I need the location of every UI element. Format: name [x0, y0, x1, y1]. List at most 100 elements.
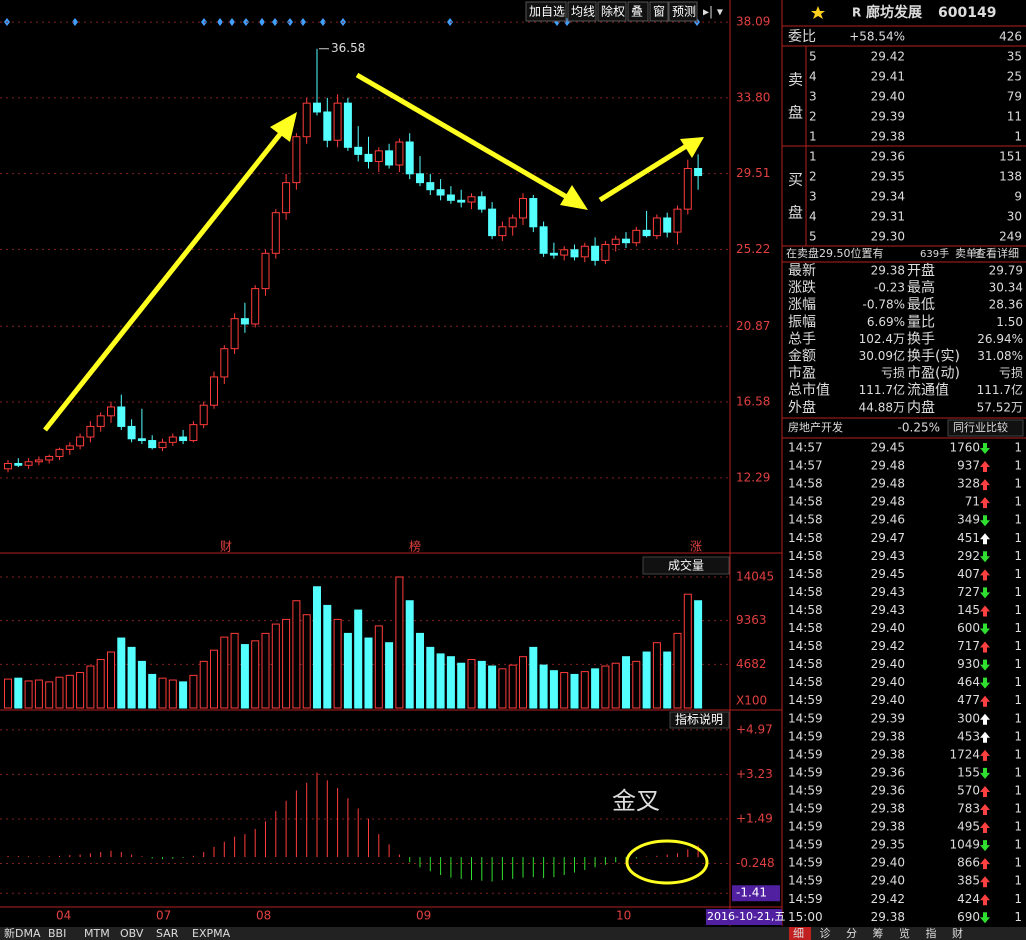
- toolbar-label[interactable]: 叠: [631, 5, 643, 19]
- stat-label: 开盘: [907, 262, 935, 279]
- prefix: R: [852, 6, 861, 20]
- volume-bar: [457, 662, 466, 709]
- indicator-tab[interactable]: OBV: [120, 927, 144, 940]
- compare-label[interactable]: 同行业比较: [953, 420, 1008, 434]
- indicator-tab[interactable]: SAR: [156, 927, 179, 940]
- tick-price: 29.38: [871, 729, 905, 743]
- indicator-tab[interactable]: EXPMA: [192, 927, 231, 940]
- volume-bar: [251, 640, 260, 709]
- favorite-star[interactable]: [811, 6, 825, 19]
- panel-tab[interactable]: 筹: [873, 926, 884, 940]
- tick-count: 1: [1014, 765, 1022, 779]
- volume-dropdown[interactable]: [642, 556, 730, 575]
- industry: 房地产开发: [788, 420, 843, 434]
- indicator-button-label[interactable]: 指标说明: [675, 712, 723, 727]
- level-volume: 249: [999, 230, 1022, 244]
- tick-volume: 155: [957, 765, 980, 779]
- tick-volume: 300: [957, 711, 980, 725]
- toolbar-label[interactable]: 均线: [571, 5, 595, 19]
- tick-volume: 71: [965, 495, 980, 509]
- volume-bar: [467, 659, 476, 709]
- toolbar-label[interactable]: 除权: [601, 4, 625, 19]
- volume-bar: [611, 662, 620, 709]
- panel-tab[interactable]: 指: [926, 926, 937, 940]
- volume-bar: [580, 671, 589, 709]
- panel-tab[interactable]: 财: [952, 926, 963, 940]
- candle-body: [107, 406, 115, 417]
- y-tick-label: +1.49: [736, 811, 773, 825]
- volume-bar: [292, 600, 301, 709]
- tick-arrow: [980, 605, 990, 617]
- tick-price: 29.48: [871, 495, 905, 509]
- candle-body: [395, 141, 404, 166]
- ratio-diff: 426: [999, 30, 1022, 44]
- stat-label: 最新: [788, 263, 816, 279]
- indicator-button[interactable]: [669, 711, 730, 729]
- volume-title[interactable]: 成交量: [668, 558, 704, 573]
- volume-bar: [642, 651, 651, 709]
- indicator-tab[interactable]: BBI: [48, 927, 66, 940]
- toolbar-label[interactable]: 窗: [653, 5, 665, 19]
- candle-body: [446, 194, 455, 201]
- indicator-tab[interactable]: 新DMA: [4, 926, 41, 940]
- y-tick-label: 33.80: [736, 90, 770, 104]
- tick-volume: 495: [957, 820, 980, 834]
- volume-bar: [343, 632, 352, 709]
- volume-bar: [107, 651, 115, 709]
- candle-body: [457, 199, 466, 203]
- tick-time: 14:59: [788, 838, 823, 852]
- toolbar-button[interactable]: [668, 1, 698, 22]
- volume-bar: [560, 672, 569, 709]
- tick-count: 1: [1014, 802, 1022, 816]
- volume-bar: [570, 673, 579, 709]
- volume-bar: [45, 681, 54, 709]
- indicator-tab[interactable]: MTM: [84, 927, 110, 940]
- candle-body: [642, 229, 651, 237]
- volume-bar: [24, 680, 33, 709]
- toolbar-button[interactable]: [649, 1, 669, 22]
- toolbar-menu[interactable]: ▸| ▾: [703, 5, 723, 19]
- compare-button[interactable]: [947, 419, 1024, 437]
- volume-bar: [374, 625, 383, 709]
- tick-arrow: [980, 587, 990, 599]
- volume-bar: [436, 653, 445, 709]
- volume-bar: [148, 673, 157, 709]
- candle-body: [539, 226, 548, 254]
- tick-count: 1: [1014, 477, 1022, 491]
- tick-count: 1: [1014, 856, 1022, 870]
- volume-bar: [189, 674, 198, 709]
- toolbar-button[interactable]: [627, 1, 649, 22]
- stat-label: 市盈(动): [907, 365, 960, 382]
- ratio-label: 委比: [788, 29, 816, 45]
- panel-tab[interactable]: 细: [793, 927, 804, 940]
- candle-body: [343, 102, 352, 148]
- y-tick-label: 38.09: [736, 15, 770, 29]
- stat-value: 57.52万: [977, 400, 1023, 414]
- stat-value: 30.09亿: [859, 348, 905, 363]
- notice[interactable]: 查看详细: [975, 246, 1019, 260]
- volume-bar: [549, 670, 558, 709]
- tick-count: 1: [1014, 549, 1022, 563]
- tick-volume: 866: [957, 856, 980, 870]
- toolbar-button[interactable]: [567, 1, 597, 22]
- panel-tab[interactable]: 诊: [820, 926, 831, 940]
- tick-arrow: [980, 749, 990, 761]
- tick-price: 29.40: [871, 657, 905, 671]
- panel-tab[interactable]: 分: [846, 927, 857, 940]
- candle-body: [24, 461, 33, 466]
- tick-time: 14:59: [788, 783, 823, 797]
- stat-value: 亏损: [881, 366, 905, 380]
- tick-price: 29.40: [871, 621, 905, 635]
- toolbar-label[interactable]: 加自选: [529, 5, 565, 19]
- tick-time: 14:58: [788, 549, 823, 563]
- tick-volume: 464: [957, 675, 980, 689]
- y-tick-label: 20.87: [736, 319, 770, 333]
- toolbar-label[interactable]: 预测: [672, 5, 696, 19]
- event-diamond: [259, 18, 265, 26]
- tick-volume: 783: [957, 802, 980, 816]
- toolbar-button[interactable]: [597, 1, 627, 22]
- panel-tab[interactable]: 览: [899, 926, 910, 940]
- volume-bar: [416, 632, 424, 709]
- tick-price: 29.40: [871, 675, 905, 689]
- toolbar-button[interactable]: [525, 1, 567, 22]
